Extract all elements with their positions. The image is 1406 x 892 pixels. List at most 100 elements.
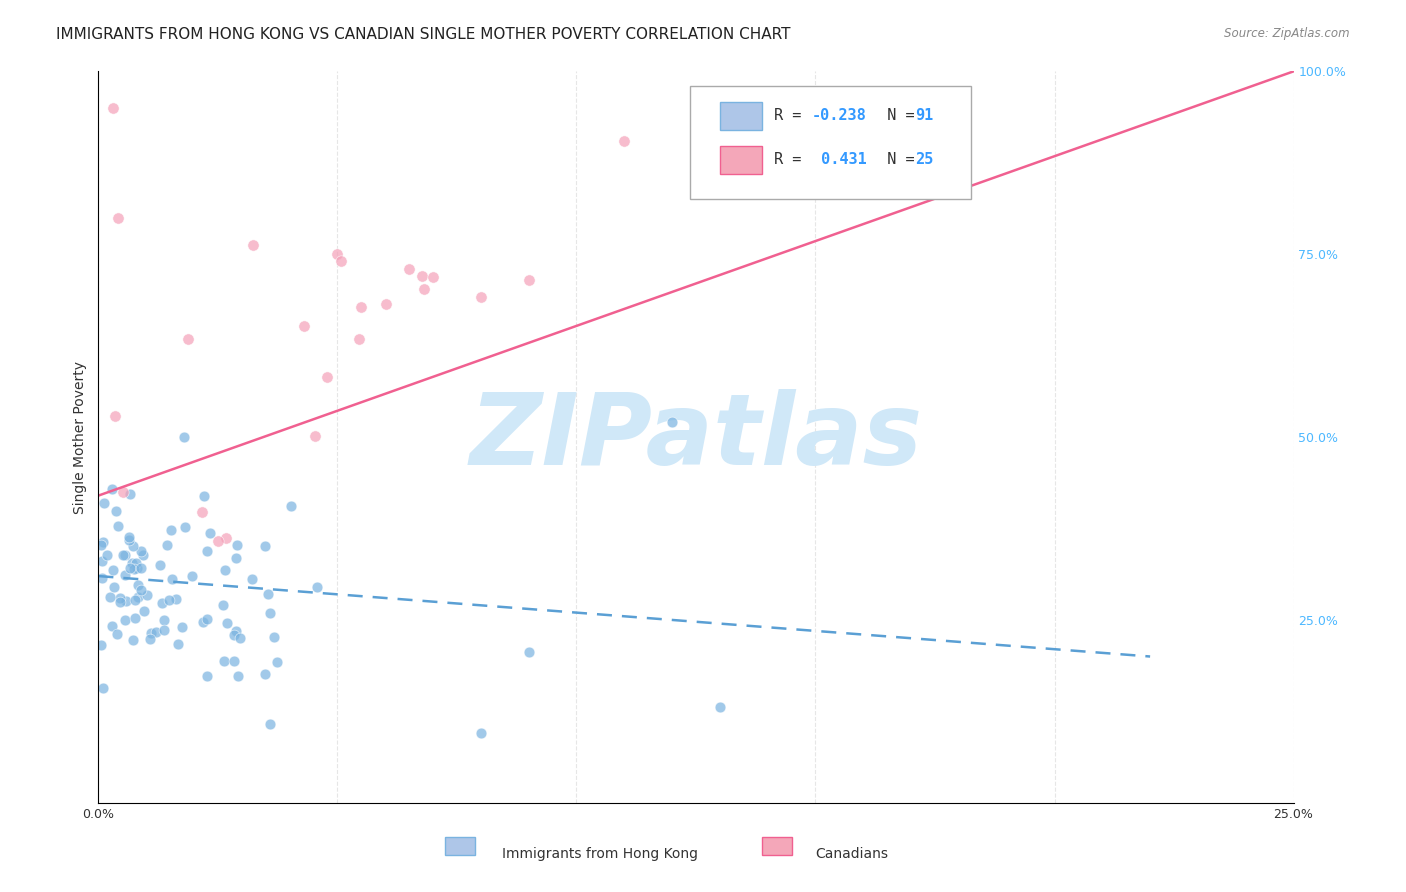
Point — [411, 269, 433, 284]
Point — [225, 624, 247, 639]
Point — [257, 587, 280, 601]
Point — [103, 563, 125, 577]
Text: 0.431: 0.431 — [811, 152, 866, 167]
Point — [215, 531, 238, 545]
Point — [90, 538, 112, 552]
Point — [253, 539, 276, 553]
Point — [127, 578, 149, 592]
Point — [150, 595, 173, 609]
Point — [215, 615, 238, 630]
Point — [374, 297, 396, 311]
Text: R =: R = — [773, 108, 810, 123]
Point — [173, 430, 195, 444]
FancyBboxPatch shape — [762, 838, 792, 855]
Point — [129, 543, 152, 558]
Point — [120, 560, 142, 574]
Point — [316, 370, 339, 384]
Point — [195, 669, 218, 683]
Point — [118, 530, 141, 544]
Point — [91, 554, 114, 568]
Y-axis label: Single Mother Poverty: Single Mother Poverty — [73, 360, 87, 514]
Text: R =: R = — [773, 152, 810, 167]
Text: Immigrants from Hong Kong: Immigrants from Hong Kong — [502, 847, 699, 861]
Point — [122, 632, 145, 647]
Point — [190, 506, 212, 520]
Point — [104, 409, 127, 423]
Point — [115, 594, 138, 608]
Point — [121, 556, 143, 570]
Point — [100, 619, 122, 633]
Point — [122, 562, 145, 576]
Point — [661, 416, 683, 430]
Point — [172, 620, 194, 634]
FancyBboxPatch shape — [690, 86, 972, 200]
Text: N =: N = — [869, 108, 924, 123]
Point — [398, 262, 420, 277]
Text: N =: N = — [869, 152, 924, 167]
Point — [177, 332, 200, 346]
Point — [112, 548, 135, 562]
Point — [160, 572, 183, 586]
Point — [280, 499, 302, 513]
Text: 91: 91 — [915, 108, 934, 123]
Point — [124, 611, 146, 625]
Point — [90, 571, 112, 585]
Point — [263, 631, 285, 645]
Point — [118, 533, 141, 547]
Text: -0.238: -0.238 — [811, 108, 866, 123]
Point — [191, 615, 214, 629]
Point — [111, 484, 134, 499]
Point — [304, 429, 326, 443]
Point — [145, 625, 167, 640]
Point — [422, 269, 444, 284]
Point — [211, 598, 233, 612]
Point — [153, 623, 176, 637]
Point — [91, 681, 114, 696]
Point — [93, 496, 115, 510]
Point — [180, 569, 202, 583]
Point — [122, 539, 145, 553]
Point — [470, 726, 492, 740]
Point — [98, 590, 121, 604]
Point — [114, 549, 136, 563]
Point — [136, 588, 159, 602]
Point — [347, 333, 370, 347]
Point — [101, 101, 124, 115]
Point — [132, 604, 155, 618]
Point — [224, 628, 246, 642]
Point — [165, 592, 187, 607]
Point — [214, 563, 236, 577]
Point — [225, 551, 247, 566]
Point — [207, 534, 229, 549]
Point — [127, 590, 149, 604]
Point — [124, 556, 146, 570]
Point — [90, 638, 112, 652]
Point — [292, 319, 315, 334]
Point — [129, 583, 152, 598]
Point — [96, 548, 118, 562]
Point — [330, 254, 353, 268]
Point — [174, 520, 197, 534]
Point — [156, 538, 179, 552]
Point — [195, 543, 218, 558]
Point — [470, 290, 492, 304]
Text: IMMIGRANTS FROM HONG KONG VS CANADIAN SINGLE MOTHER POVERTY CORRELATION CHART: IMMIGRANTS FROM HONG KONG VS CANADIAN SI… — [56, 27, 790, 42]
Point — [613, 134, 636, 148]
Point — [101, 482, 124, 496]
Point — [127, 561, 149, 575]
Point — [124, 592, 146, 607]
Text: Canadians: Canadians — [815, 847, 887, 861]
Text: 25: 25 — [915, 152, 934, 167]
Point — [266, 655, 288, 669]
Point — [132, 548, 155, 562]
Point — [259, 717, 281, 731]
FancyBboxPatch shape — [720, 146, 762, 174]
Point — [229, 631, 252, 645]
Point — [108, 595, 131, 609]
Point — [107, 211, 129, 225]
Point — [517, 645, 540, 659]
Text: ZIPatlas: ZIPatlas — [470, 389, 922, 485]
FancyBboxPatch shape — [720, 102, 762, 130]
Point — [160, 524, 183, 538]
Point — [105, 504, 128, 518]
